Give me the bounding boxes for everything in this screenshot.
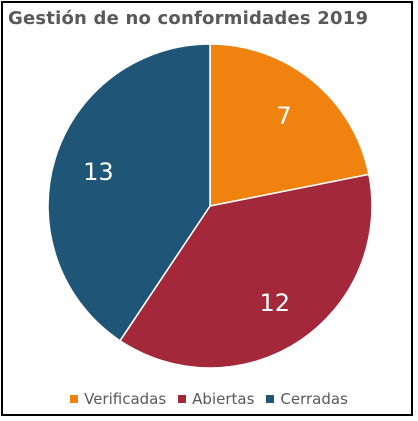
chart-legend: Verificadas Abiertas Cerradas <box>0 388 418 410</box>
data-label-cerradas: 13 <box>83 158 114 186</box>
legend-entry-verificadas: Verificadas <box>70 390 166 408</box>
legend-entry-cerradas: Cerradas <box>266 390 348 408</box>
pie-slice-abiertas <box>118 173 373 369</box>
legend-label-abiertas: Abiertas <box>192 390 255 408</box>
pie-slices <box>47 43 373 369</box>
legend-swatch-abiertas <box>178 395 187 403</box>
pie-data-labels: 7 12 13 <box>83 102 292 317</box>
pie-slice-verificadas <box>209 43 370 207</box>
chart-title: Gestión de no conformidades 2019 <box>8 8 369 29</box>
data-label-verificadas: 7 <box>276 102 291 130</box>
legend-swatch-cerradas <box>266 395 275 403</box>
legend-entry-abiertas: Abiertas <box>178 390 254 408</box>
pie-slice-cerradas <box>47 43 211 342</box>
legend-label-cerradas: Cerradas <box>280 390 348 408</box>
legend-swatch-verificadas <box>70 395 79 403</box>
data-label-abiertas: 12 <box>260 289 291 317</box>
legend-label-verificadas: Verificadas <box>84 390 167 408</box>
